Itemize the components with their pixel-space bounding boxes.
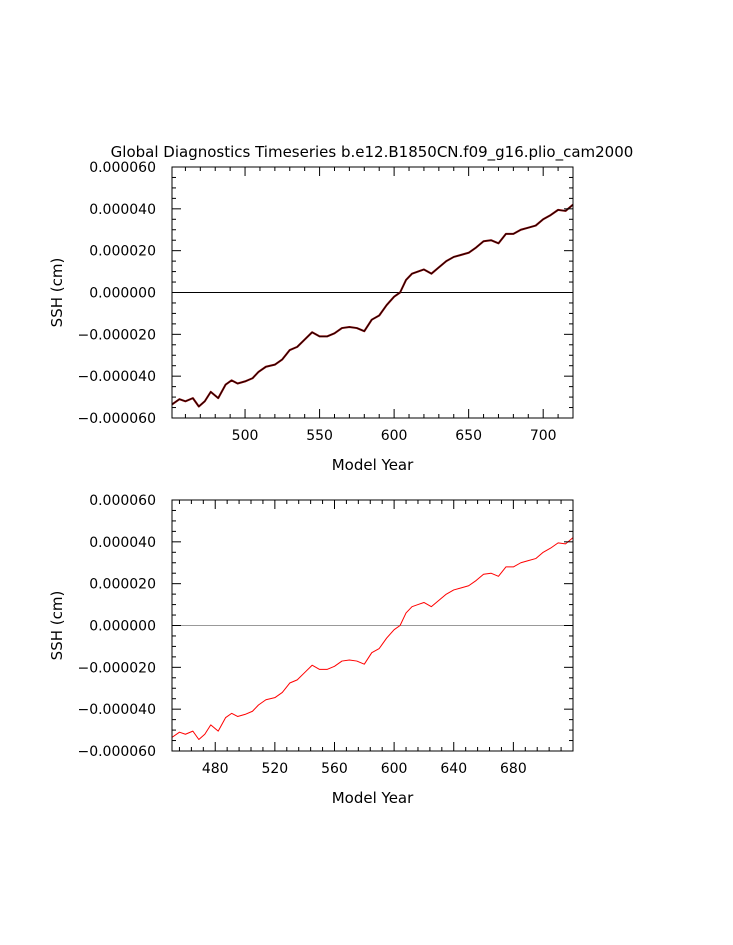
x-tick-label: 600 xyxy=(381,761,408,777)
y-tick-label: 0.000060 xyxy=(89,493,156,509)
y-tick-label: 0.000020 xyxy=(89,577,156,593)
x-tick-label: 600 xyxy=(381,428,408,444)
y-axis-label: SSH (cm) xyxy=(48,258,66,328)
x-tick-label: 560 xyxy=(321,761,348,777)
x-tick-label: 520 xyxy=(261,761,288,777)
y-tick-label: −0.000020 xyxy=(77,660,156,676)
x-tick-label: 650 xyxy=(455,428,482,444)
top-panel: 500 550 600 650 700 −0.000060 −0.000040 −0.0000… xyxy=(48,160,574,474)
y-tick-label: −0.000060 xyxy=(77,411,156,427)
y-tick-label: 0.000040 xyxy=(89,202,156,218)
x-tick-label: 500 xyxy=(232,428,259,444)
y-tick-label: 0.000020 xyxy=(89,244,156,260)
x-tick-label: 640 xyxy=(440,761,467,777)
x-axis-label: Model Year xyxy=(332,789,414,807)
x-tick-label: 480 xyxy=(202,761,229,777)
y-axis-label: SSH (cm) xyxy=(48,591,66,661)
y-tick-label: 0.000000 xyxy=(89,286,156,302)
x-tick-label: 700 xyxy=(530,428,557,444)
y-tick-label: −0.000040 xyxy=(77,702,156,718)
y-tick-label: −0.000020 xyxy=(77,327,156,343)
y-tick-label: 0.000040 xyxy=(89,535,156,551)
series-line-0 xyxy=(171,537,574,740)
y-tick-label: −0.000040 xyxy=(77,369,156,385)
x-axis-label: Model Year xyxy=(332,456,414,474)
y-tick-label: −0.000060 xyxy=(77,744,156,760)
y-tick-label: 0.000000 xyxy=(89,619,156,635)
bottom-panel: 480 520 560 600 640 680 −0.000060 −0.000040 −0.0… xyxy=(48,493,574,807)
series-line-overlay-0 xyxy=(171,204,574,407)
figure-title: Global Diagnostics Timeseries b.e12.B185… xyxy=(111,143,634,162)
y-tick-label: 0.000060 xyxy=(89,160,156,176)
x-tick-label: 680 xyxy=(500,761,527,777)
x-tick-label: 550 xyxy=(306,428,333,444)
